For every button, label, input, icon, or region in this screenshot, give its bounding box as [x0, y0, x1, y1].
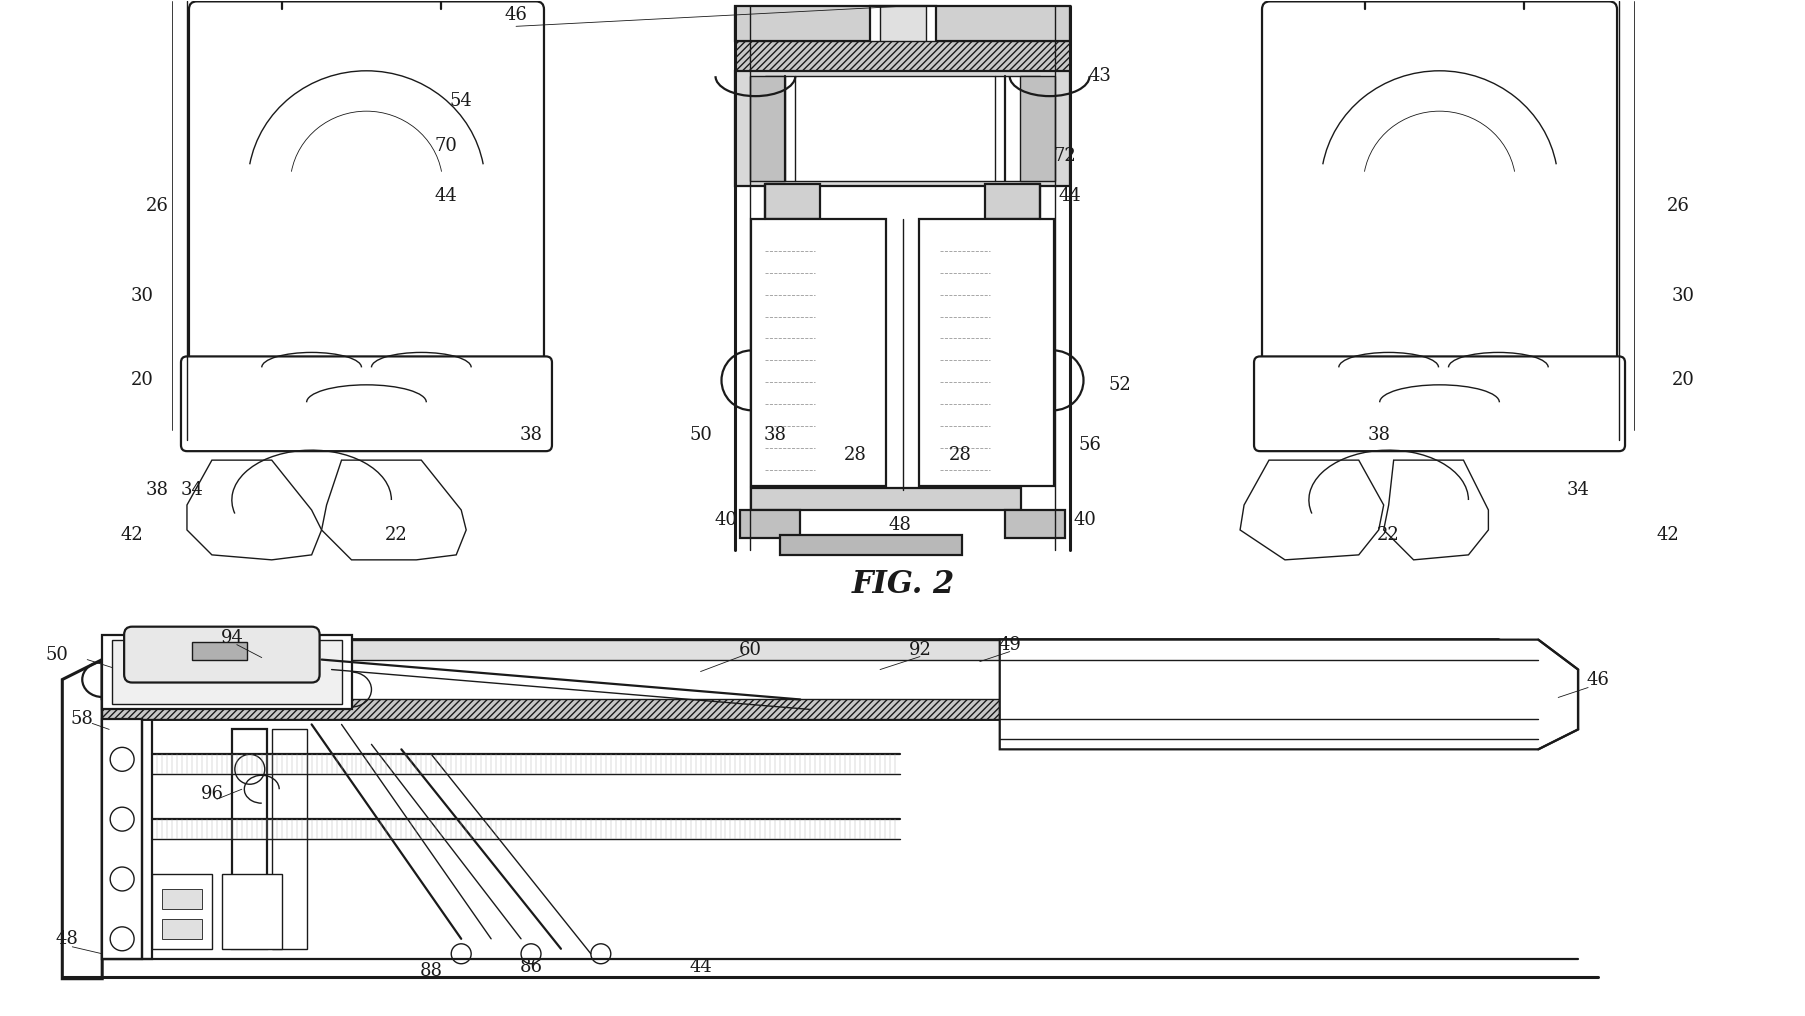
Text: 34: 34: [180, 481, 204, 499]
Circle shape: [110, 867, 134, 891]
FancyBboxPatch shape: [190, 1, 543, 369]
Circle shape: [110, 807, 134, 831]
Text: 50: 50: [45, 645, 69, 663]
Bar: [735, 42, 1069, 71]
Bar: [879, 6, 926, 61]
Bar: [162, 889, 202, 909]
Text: 70: 70: [435, 137, 457, 155]
Text: 42: 42: [1655, 526, 1679, 544]
Bar: [1004, 510, 1063, 537]
Bar: [765, 184, 819, 218]
Text: 28: 28: [948, 446, 971, 464]
Bar: [222, 874, 282, 949]
Text: 72: 72: [1052, 147, 1076, 165]
Bar: [780, 535, 962, 555]
Text: 40: 40: [713, 511, 736, 529]
Circle shape: [522, 944, 542, 964]
Text: 30: 30: [1670, 287, 1693, 305]
Circle shape: [590, 944, 610, 964]
Text: 86: 86: [520, 958, 541, 975]
Bar: [751, 488, 1020, 510]
Bar: [984, 184, 1040, 218]
Bar: [1020, 76, 1054, 181]
FancyBboxPatch shape: [1262, 1, 1615, 369]
Polygon shape: [321, 460, 466, 560]
Circle shape: [451, 944, 471, 964]
Text: 54: 54: [449, 92, 473, 110]
Polygon shape: [1240, 460, 1383, 560]
Text: 38: 38: [520, 426, 541, 444]
Text: 26: 26: [1666, 197, 1688, 214]
Text: 26: 26: [146, 197, 168, 214]
Bar: [751, 218, 886, 486]
Text: 56: 56: [1078, 436, 1101, 454]
Bar: [919, 218, 1052, 486]
Bar: [103, 699, 1498, 719]
Bar: [103, 635, 352, 709]
Text: 60: 60: [738, 641, 762, 658]
Polygon shape: [1000, 640, 1578, 750]
FancyBboxPatch shape: [180, 357, 552, 451]
Text: 40: 40: [1072, 511, 1096, 529]
Text: 44: 44: [1058, 187, 1081, 205]
Text: 92: 92: [908, 641, 931, 658]
Text: 58: 58: [70, 710, 94, 728]
Polygon shape: [61, 659, 103, 978]
Bar: [271, 729, 307, 949]
Text: 88: 88: [419, 962, 442, 979]
Text: 48: 48: [56, 930, 79, 948]
Bar: [152, 874, 211, 949]
Text: 34: 34: [1567, 481, 1588, 499]
Circle shape: [235, 754, 265, 784]
Text: 49: 49: [998, 636, 1020, 653]
Text: 38: 38: [764, 426, 787, 444]
Text: 28: 28: [843, 446, 866, 464]
Polygon shape: [188, 460, 321, 560]
Text: 50: 50: [690, 426, 711, 444]
Text: 44: 44: [690, 958, 711, 975]
Bar: [765, 76, 1040, 181]
Text: 96: 96: [200, 785, 224, 804]
Bar: [162, 918, 202, 939]
Text: 48: 48: [888, 516, 912, 534]
Bar: [870, 6, 935, 61]
Circle shape: [110, 748, 134, 771]
Bar: [191, 642, 247, 659]
Text: 20: 20: [1670, 372, 1693, 389]
Text: 42: 42: [121, 526, 143, 544]
Text: 38: 38: [1366, 426, 1390, 444]
Polygon shape: [103, 640, 1538, 719]
Text: 46: 46: [504, 6, 527, 24]
Text: FIG. 2: FIG. 2: [850, 569, 955, 600]
FancyBboxPatch shape: [125, 627, 319, 683]
FancyBboxPatch shape: [1253, 357, 1624, 451]
Text: 22: 22: [384, 526, 408, 544]
Bar: [112, 640, 341, 704]
Text: 20: 20: [130, 372, 153, 389]
Text: 44: 44: [435, 187, 457, 205]
Bar: [751, 76, 785, 181]
Bar: [103, 699, 1498, 719]
Circle shape: [110, 927, 134, 951]
Text: 43: 43: [1087, 67, 1110, 85]
Text: 52: 52: [1108, 376, 1130, 394]
Text: 30: 30: [130, 287, 153, 305]
Bar: [735, 71, 1069, 186]
Polygon shape: [1383, 460, 1487, 560]
Polygon shape: [117, 640, 1498, 659]
Text: 94: 94: [220, 629, 244, 646]
Text: 22: 22: [1377, 526, 1399, 544]
Bar: [740, 510, 800, 537]
Text: 46: 46: [1587, 671, 1608, 689]
Bar: [735, 42, 1069, 71]
Bar: [231, 729, 267, 949]
Text: 38: 38: [146, 481, 168, 499]
Bar: [735, 6, 1069, 42]
Bar: [103, 699, 152, 959]
Bar: [103, 719, 143, 959]
